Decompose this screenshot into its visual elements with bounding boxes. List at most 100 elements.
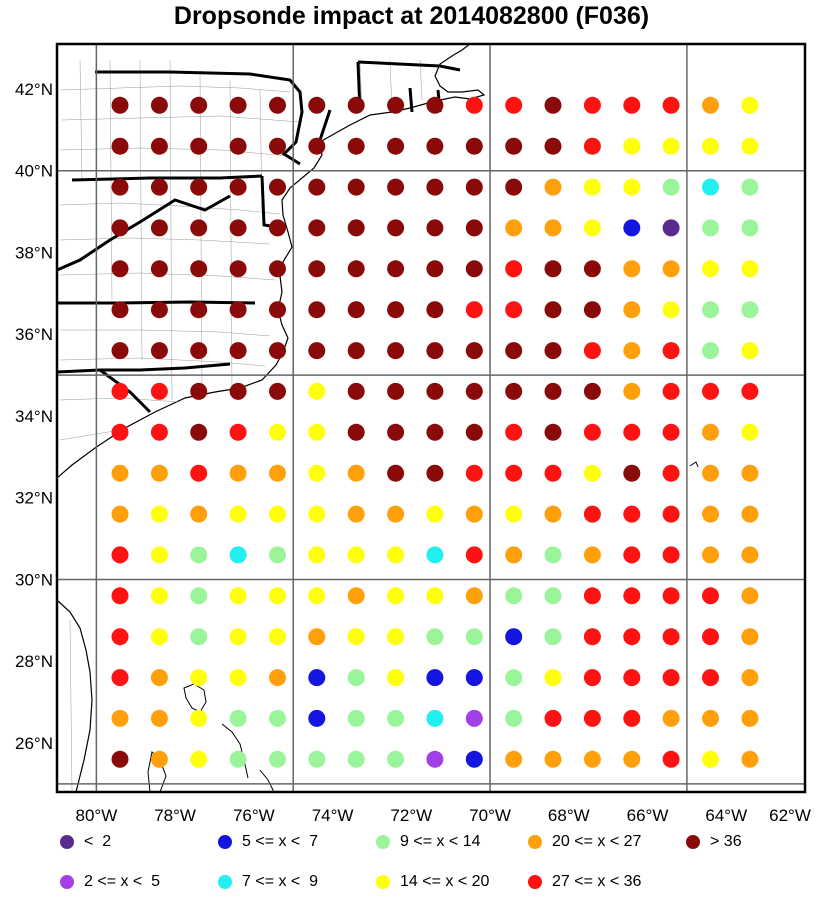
impact-dot [190, 546, 208, 564]
impact-dot [465, 137, 483, 155]
impact-dot [347, 587, 365, 605]
impact-dot [623, 464, 641, 482]
impact-dot [229, 178, 247, 196]
impact-dot [269, 301, 286, 319]
lon-tick-label: 66°W [627, 806, 669, 825]
impact-dot [347, 750, 365, 768]
impact-dot [702, 301, 719, 319]
impact-dot [702, 342, 719, 360]
impact-dot [308, 382, 326, 400]
impact-dot [702, 219, 719, 237]
impact-dot [583, 423, 601, 441]
impact-dot [229, 464, 247, 482]
impact-dot [190, 669, 208, 687]
lon-tick-label: 62°W [769, 806, 811, 825]
impact-dot [662, 96, 680, 114]
legend-swatch [218, 875, 232, 889]
impact-dot [150, 628, 168, 646]
impact-dot [544, 137, 562, 155]
impact-dot [662, 342, 680, 360]
impact-dot [623, 750, 641, 768]
impact-dot [150, 137, 168, 155]
impact-dot [702, 628, 719, 646]
impact-dot [150, 709, 168, 727]
legend-label: 27 <= x < 36 [552, 873, 642, 890]
legend-label: < 2 [84, 833, 112, 850]
impact-dot [702, 750, 719, 768]
impact-dot [111, 423, 129, 441]
impact-dot [583, 260, 601, 278]
lon-tick-label: 64°W [705, 806, 747, 825]
impact-dot [465, 301, 483, 319]
impact-dot [623, 137, 641, 155]
impact-dot [583, 587, 601, 605]
impact-dot [544, 178, 562, 196]
impact-dot [583, 709, 601, 727]
impact-dot [623, 178, 641, 196]
impact-dot [150, 464, 168, 482]
impact-dot [387, 669, 405, 687]
impact-dot [229, 382, 247, 400]
impact-dot [308, 750, 326, 768]
impact-dot [347, 546, 365, 564]
impact-dot [662, 178, 680, 196]
impact-dot [702, 587, 719, 605]
legend-swatch [686, 835, 700, 849]
lat-tick-label: 32°N [15, 489, 53, 508]
impact-dot [111, 709, 129, 727]
land-florida [57, 599, 93, 792]
impact-dot [269, 750, 286, 768]
impact-dot [623, 382, 641, 400]
impact-dot [269, 505, 286, 523]
impact-dot [662, 382, 680, 400]
impact-dot [623, 587, 641, 605]
impact-dot [269, 342, 286, 360]
impact-dot [465, 423, 483, 441]
impact-dot [111, 219, 129, 237]
map-figure: 42°N 40°N 38°N 36°N 34°N 32°N 30°N 28°N 26°N 80°W… [15, 42, 811, 825]
lat-tick-label: 30°N [15, 570, 53, 589]
impact-dot [269, 587, 286, 605]
impact-dot [269, 546, 286, 564]
impact-dot [505, 96, 523, 114]
impact-dot [741, 709, 759, 727]
impact-dot [150, 669, 168, 687]
impact-dot [544, 382, 562, 400]
impact-dot [741, 178, 759, 196]
impact-dot [741, 628, 759, 646]
impact-dot [308, 96, 326, 114]
impact-dot [229, 137, 247, 155]
impact-dot [150, 587, 168, 605]
impact-dot [426, 96, 444, 114]
impact-dot [347, 423, 365, 441]
impact-dot [347, 96, 365, 114]
impact-dot [505, 750, 523, 768]
impact-dot [544, 464, 562, 482]
impact-dot [387, 628, 405, 646]
impact-dot [426, 301, 444, 319]
impact-dot [347, 382, 365, 400]
impact-dot [269, 219, 286, 237]
impact-dot [544, 669, 562, 687]
impact-dot [465, 96, 483, 114]
impact-dot [150, 382, 168, 400]
impact-dot [229, 219, 247, 237]
lat-tick-label: 38°N [15, 243, 53, 262]
impact-dot [662, 464, 680, 482]
impact-dot [465, 587, 483, 605]
impact-dot [662, 505, 680, 523]
impact-dot [583, 219, 601, 237]
impact-dot [662, 301, 680, 319]
impact-dot [702, 382, 719, 400]
impact-dot [583, 342, 601, 360]
impact-dot [544, 546, 562, 564]
legend-label: > 36 [710, 833, 742, 850]
impact-dot [308, 301, 326, 319]
impact-dot [308, 464, 326, 482]
impact-dot [465, 464, 483, 482]
legend-item: 9 <= x < 14 [376, 832, 481, 852]
impact-dot [702, 464, 719, 482]
map-title: Dropsonde impact at 2014082800 (F036) [173, 2, 650, 30]
impact-dot [111, 301, 129, 319]
impact-dot [229, 505, 247, 523]
